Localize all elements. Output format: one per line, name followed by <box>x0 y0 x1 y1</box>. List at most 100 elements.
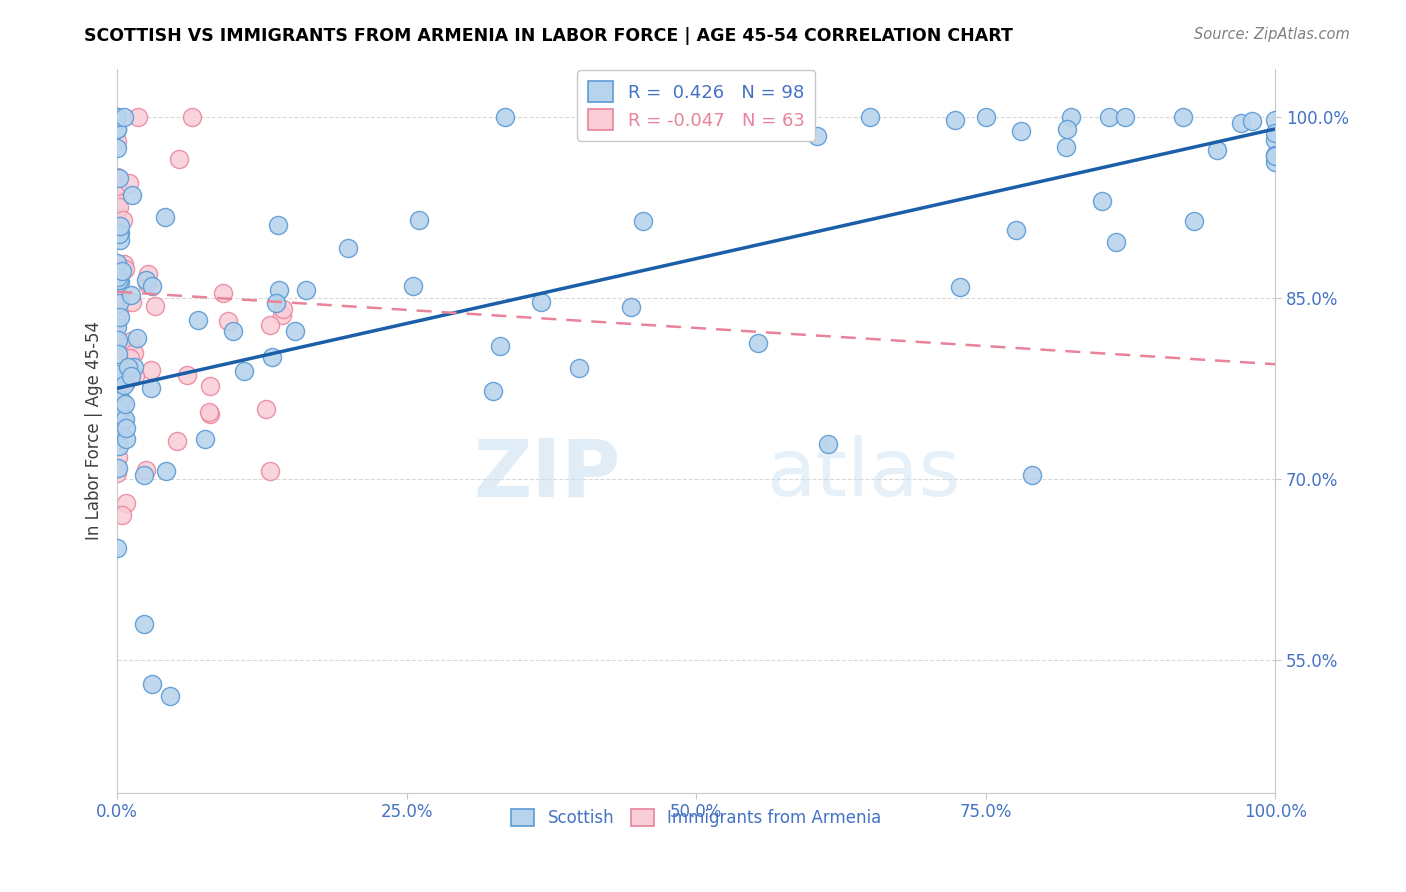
Point <box>141 381 163 395</box>
Point <box>107 404 129 418</box>
Point <box>198 405 221 419</box>
Point <box>267 218 290 232</box>
Point <box>115 496 138 510</box>
Point <box>176 368 198 383</box>
Point <box>108 304 131 318</box>
Point <box>112 110 135 124</box>
Point <box>114 376 136 390</box>
Point <box>167 152 190 166</box>
Point <box>817 437 839 451</box>
Point <box>233 364 256 378</box>
Point <box>107 333 129 347</box>
Point <box>264 295 287 310</box>
Point <box>105 377 128 392</box>
Point <box>336 241 359 255</box>
Point <box>159 689 181 703</box>
Text: SCOTTISH VS IMMIGRANTS FROM ARMENIA IN LABOR FORCE | AGE 45-54 CORRELATION CHART: SCOTTISH VS IMMIGRANTS FROM ARMENIA IN L… <box>84 27 1014 45</box>
Point <box>108 227 131 241</box>
Point <box>143 299 166 313</box>
Point <box>105 277 128 291</box>
Point <box>114 411 136 425</box>
Point <box>108 423 131 437</box>
Point <box>107 220 129 235</box>
Point <box>262 351 284 365</box>
Point <box>1229 115 1251 129</box>
Point <box>114 397 136 411</box>
Point <box>198 407 221 421</box>
Point <box>107 402 129 417</box>
Point <box>105 141 128 155</box>
Point <box>108 403 131 417</box>
Point <box>108 273 131 287</box>
Point <box>107 461 129 475</box>
Point <box>108 200 131 214</box>
Point <box>806 128 828 143</box>
Point <box>402 279 425 293</box>
Point <box>120 334 142 348</box>
Point <box>254 401 277 416</box>
Point <box>107 450 129 464</box>
Point <box>1182 214 1205 228</box>
Point <box>859 110 882 124</box>
Point <box>110 392 132 407</box>
Point <box>198 379 221 393</box>
Point <box>108 219 131 233</box>
Point <box>211 286 233 301</box>
Point <box>1264 126 1286 140</box>
Point <box>108 296 131 310</box>
Point <box>105 110 128 124</box>
Point <box>118 176 141 190</box>
Point <box>105 428 128 442</box>
Point <box>112 257 135 271</box>
Point <box>111 213 134 227</box>
Point <box>105 134 128 148</box>
Point <box>747 336 769 351</box>
Point <box>105 419 128 434</box>
Point <box>1114 110 1136 124</box>
Text: ZIP: ZIP <box>474 435 621 513</box>
Point <box>111 412 134 426</box>
Point <box>105 320 128 334</box>
Point <box>115 421 138 435</box>
Point <box>1098 110 1121 124</box>
Point <box>1054 140 1077 154</box>
Point <box>217 313 239 327</box>
Point <box>949 280 972 294</box>
Point <box>1171 110 1194 124</box>
Point <box>138 267 160 281</box>
Point <box>127 110 149 124</box>
Point <box>105 416 128 430</box>
Point <box>105 194 128 209</box>
Point <box>631 214 654 228</box>
Point <box>115 433 138 447</box>
Point <box>107 269 129 284</box>
Point <box>1021 467 1043 482</box>
Legend: Scottish, Immigrants from Armenia: Scottish, Immigrants from Armenia <box>502 800 890 835</box>
Point <box>134 616 156 631</box>
Point <box>108 226 131 240</box>
Point <box>107 399 129 413</box>
Point <box>122 360 145 375</box>
Point <box>1010 124 1032 138</box>
Point <box>108 405 131 419</box>
Point <box>187 313 209 327</box>
Point <box>108 275 131 289</box>
Point <box>943 112 966 127</box>
Point <box>124 369 146 384</box>
Point <box>155 464 177 478</box>
Point <box>105 121 128 136</box>
Point <box>114 262 136 277</box>
Point <box>108 370 131 384</box>
Point <box>120 351 142 366</box>
Point <box>1264 113 1286 128</box>
Point <box>105 121 128 136</box>
Point <box>105 110 128 124</box>
Point <box>267 283 290 297</box>
Point <box>270 308 292 322</box>
Point <box>111 508 134 522</box>
Point <box>111 264 134 278</box>
Point <box>489 339 512 353</box>
Point <box>974 110 997 124</box>
Point <box>112 397 135 411</box>
Point <box>120 368 142 383</box>
